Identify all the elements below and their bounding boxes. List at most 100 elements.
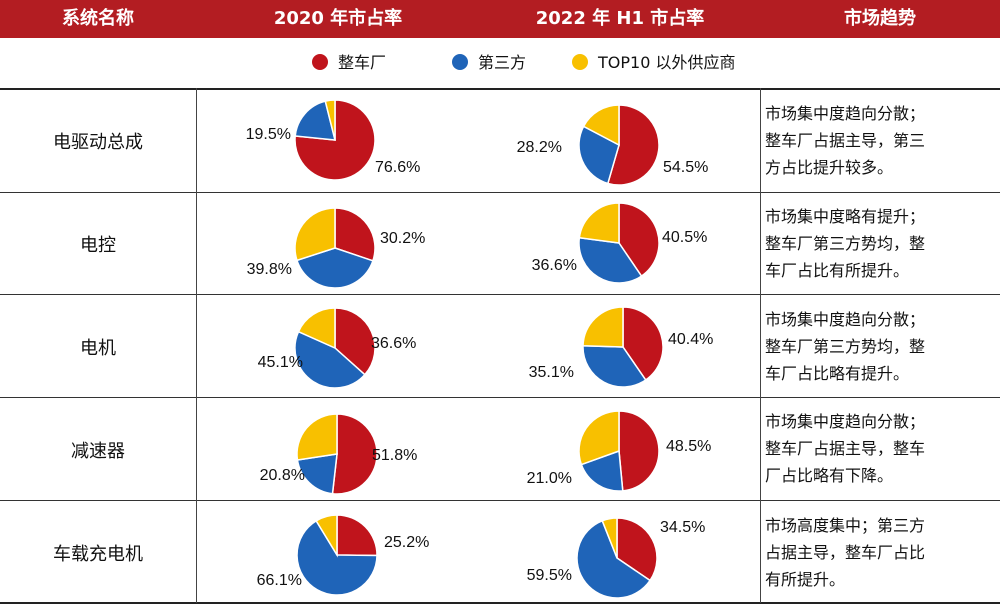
pie-slice [296,413,338,461]
pie-slice [315,514,338,558]
pie-data-label: 54.5% [663,159,708,176]
table-header: 系统名称 2020 年市占率 2022 年 H1 市占率 市场趋势 [0,0,1000,38]
pie-slice [294,330,366,389]
pie-data-label: 76.6% [375,159,420,176]
pie-slice [296,519,378,596]
pie-slice [582,306,624,348]
pie-slice [578,202,620,244]
trend-line: 方占比提升较多。 [765,158,894,177]
legend-dot-third-party [452,54,468,70]
pie-slice [324,99,336,141]
pie-data-label: 30.2% [380,230,425,247]
pie-chart: 30.2% 39.8% [247,207,425,289]
pie-slice [606,104,660,186]
trend-text: 市场集中度略有提升； 整车厂第三方势均，整 车厂占比有所提升。 [765,203,990,284]
pie-data-label: 36.6% [532,257,577,274]
pie-chart: 40.5% 36.6% [532,202,707,284]
pie-slice [336,514,378,557]
pie-slice [294,100,336,141]
legend-item-others: TOP10 以外供应商 [572,51,735,75]
pie-data-label: 40.5% [662,229,707,246]
trend-line: 有所提升。 [765,570,846,589]
trend-line: 市场集中度趋向分散； [765,412,926,431]
header-system-name: 系统名称 [62,8,134,29]
row-divider [0,500,1000,501]
legend: 整车厂 第三方 TOP10 以外供应商 [0,38,1000,88]
pie-data-label: 48.5% [666,438,711,455]
row-divider [0,88,1000,90]
trend-line: 市场集中度趋向分散； [765,310,926,329]
row-divider [0,602,1000,604]
pie-data-label: 66.1% [257,572,302,589]
trend-line: 占据主导，整车厂占比 [765,543,926,562]
pie-data-label: 39.8% [247,261,292,278]
pie-slice [296,453,338,495]
legend-dot-others [572,54,588,70]
pie-chart: 40.4% 35.1% [529,306,713,388]
pie-data-label: 20.8% [260,467,305,484]
trend-line: 整车厂第三方势均，整 [765,337,926,356]
pie-data-label: 34.5% [660,519,705,536]
legend-dot-oem [312,54,328,70]
pie-slice [294,207,336,262]
pie-data-label: 25.2% [384,534,429,551]
row-divider [0,397,1000,398]
pie-chart: 48.5% 21.0% [527,410,711,492]
pie-data-label: 45.1% [258,354,303,371]
trend-line: 市场集中度略有提升； [765,207,926,226]
pie-slice [618,410,660,492]
pie-chart: 25.2% 66.1% [257,514,429,596]
pie-chart: 34.5% 59.5% [527,517,705,599]
pie-slice [622,306,664,381]
pie-chart: 51.8% 20.8% [260,413,417,495]
pie-slice [601,517,618,559]
pie-slice [297,307,336,350]
trend-text: 市场集中度趋向分散； 整车厂占据主导，整车 厂占比略有下降。 [765,408,990,489]
pie-slice [582,344,647,388]
pie-slice [331,413,378,495]
pie-slice [578,410,620,466]
trend-line: 车厂占比略有提升。 [765,364,910,383]
trend-line: 车厂占比有所提升。 [765,261,910,280]
legend-label: 第三方 [478,53,527,72]
pie-slice [618,202,660,278]
pie-slice [334,307,376,376]
trend-line: 整车厂占据主导，整车 [765,439,926,458]
system-name: 车载充电机 [53,544,143,565]
pie-data-label: 19.5% [246,126,291,143]
pie-data-label: 59.5% [527,567,572,584]
trend-line: 整车厂第三方势均，整 [765,234,926,253]
header-market-trend: 市场趋势 [844,8,916,29]
pie-slice [578,236,643,284]
column-divider [760,88,761,603]
legend-item-oem: 整车厂 [312,51,386,75]
pie-chart: 76.6% 19.5% [246,99,420,181]
pie-slice [578,125,620,185]
pie-data-label: 36.6% [371,335,416,352]
trend-text: 市场高度集中；第三方 占据主导，整车厂占比 有所提升。 [765,512,990,593]
header-2020-share: 2020 年市占率 [273,8,403,29]
pie-data-label: 51.8% [372,447,417,464]
legend-label: TOP10 以外供应商 [598,53,736,72]
row-divider [0,192,1000,193]
pie-data-label: 28.2% [517,139,562,156]
system-name: 电机 [80,338,116,359]
column-divider [196,88,197,603]
pie-data-label: 35.1% [529,364,574,381]
trend-text: 市场集中度趋向分散； 整车厂占据主导，第三 方占比提升较多。 [765,100,990,181]
trend-line: 厂占比略有下降。 [765,466,894,485]
pie-slice [582,104,620,147]
header-2022h1-share: 2022 年 H1 市占率 [535,8,705,29]
trend-line: 整车厂占据主导，第三 [765,131,926,150]
legend-label: 整车厂 [338,53,387,72]
pie-data-label: 21.0% [527,470,572,487]
system-name: 减速器 [71,441,125,462]
pie-slice [576,519,652,599]
trend-text: 市场集中度趋向分散； 整车厂第三方势均，整 车厂占比略有提升。 [765,306,990,387]
system-name: 电控 [80,235,116,256]
trend-line: 市场高度集中；第三方 [765,516,926,535]
pie-chart: 54.5% 28.2% [517,104,708,186]
pie-slice [616,517,658,582]
trend-line: 市场集中度趋向分散； [765,104,926,123]
